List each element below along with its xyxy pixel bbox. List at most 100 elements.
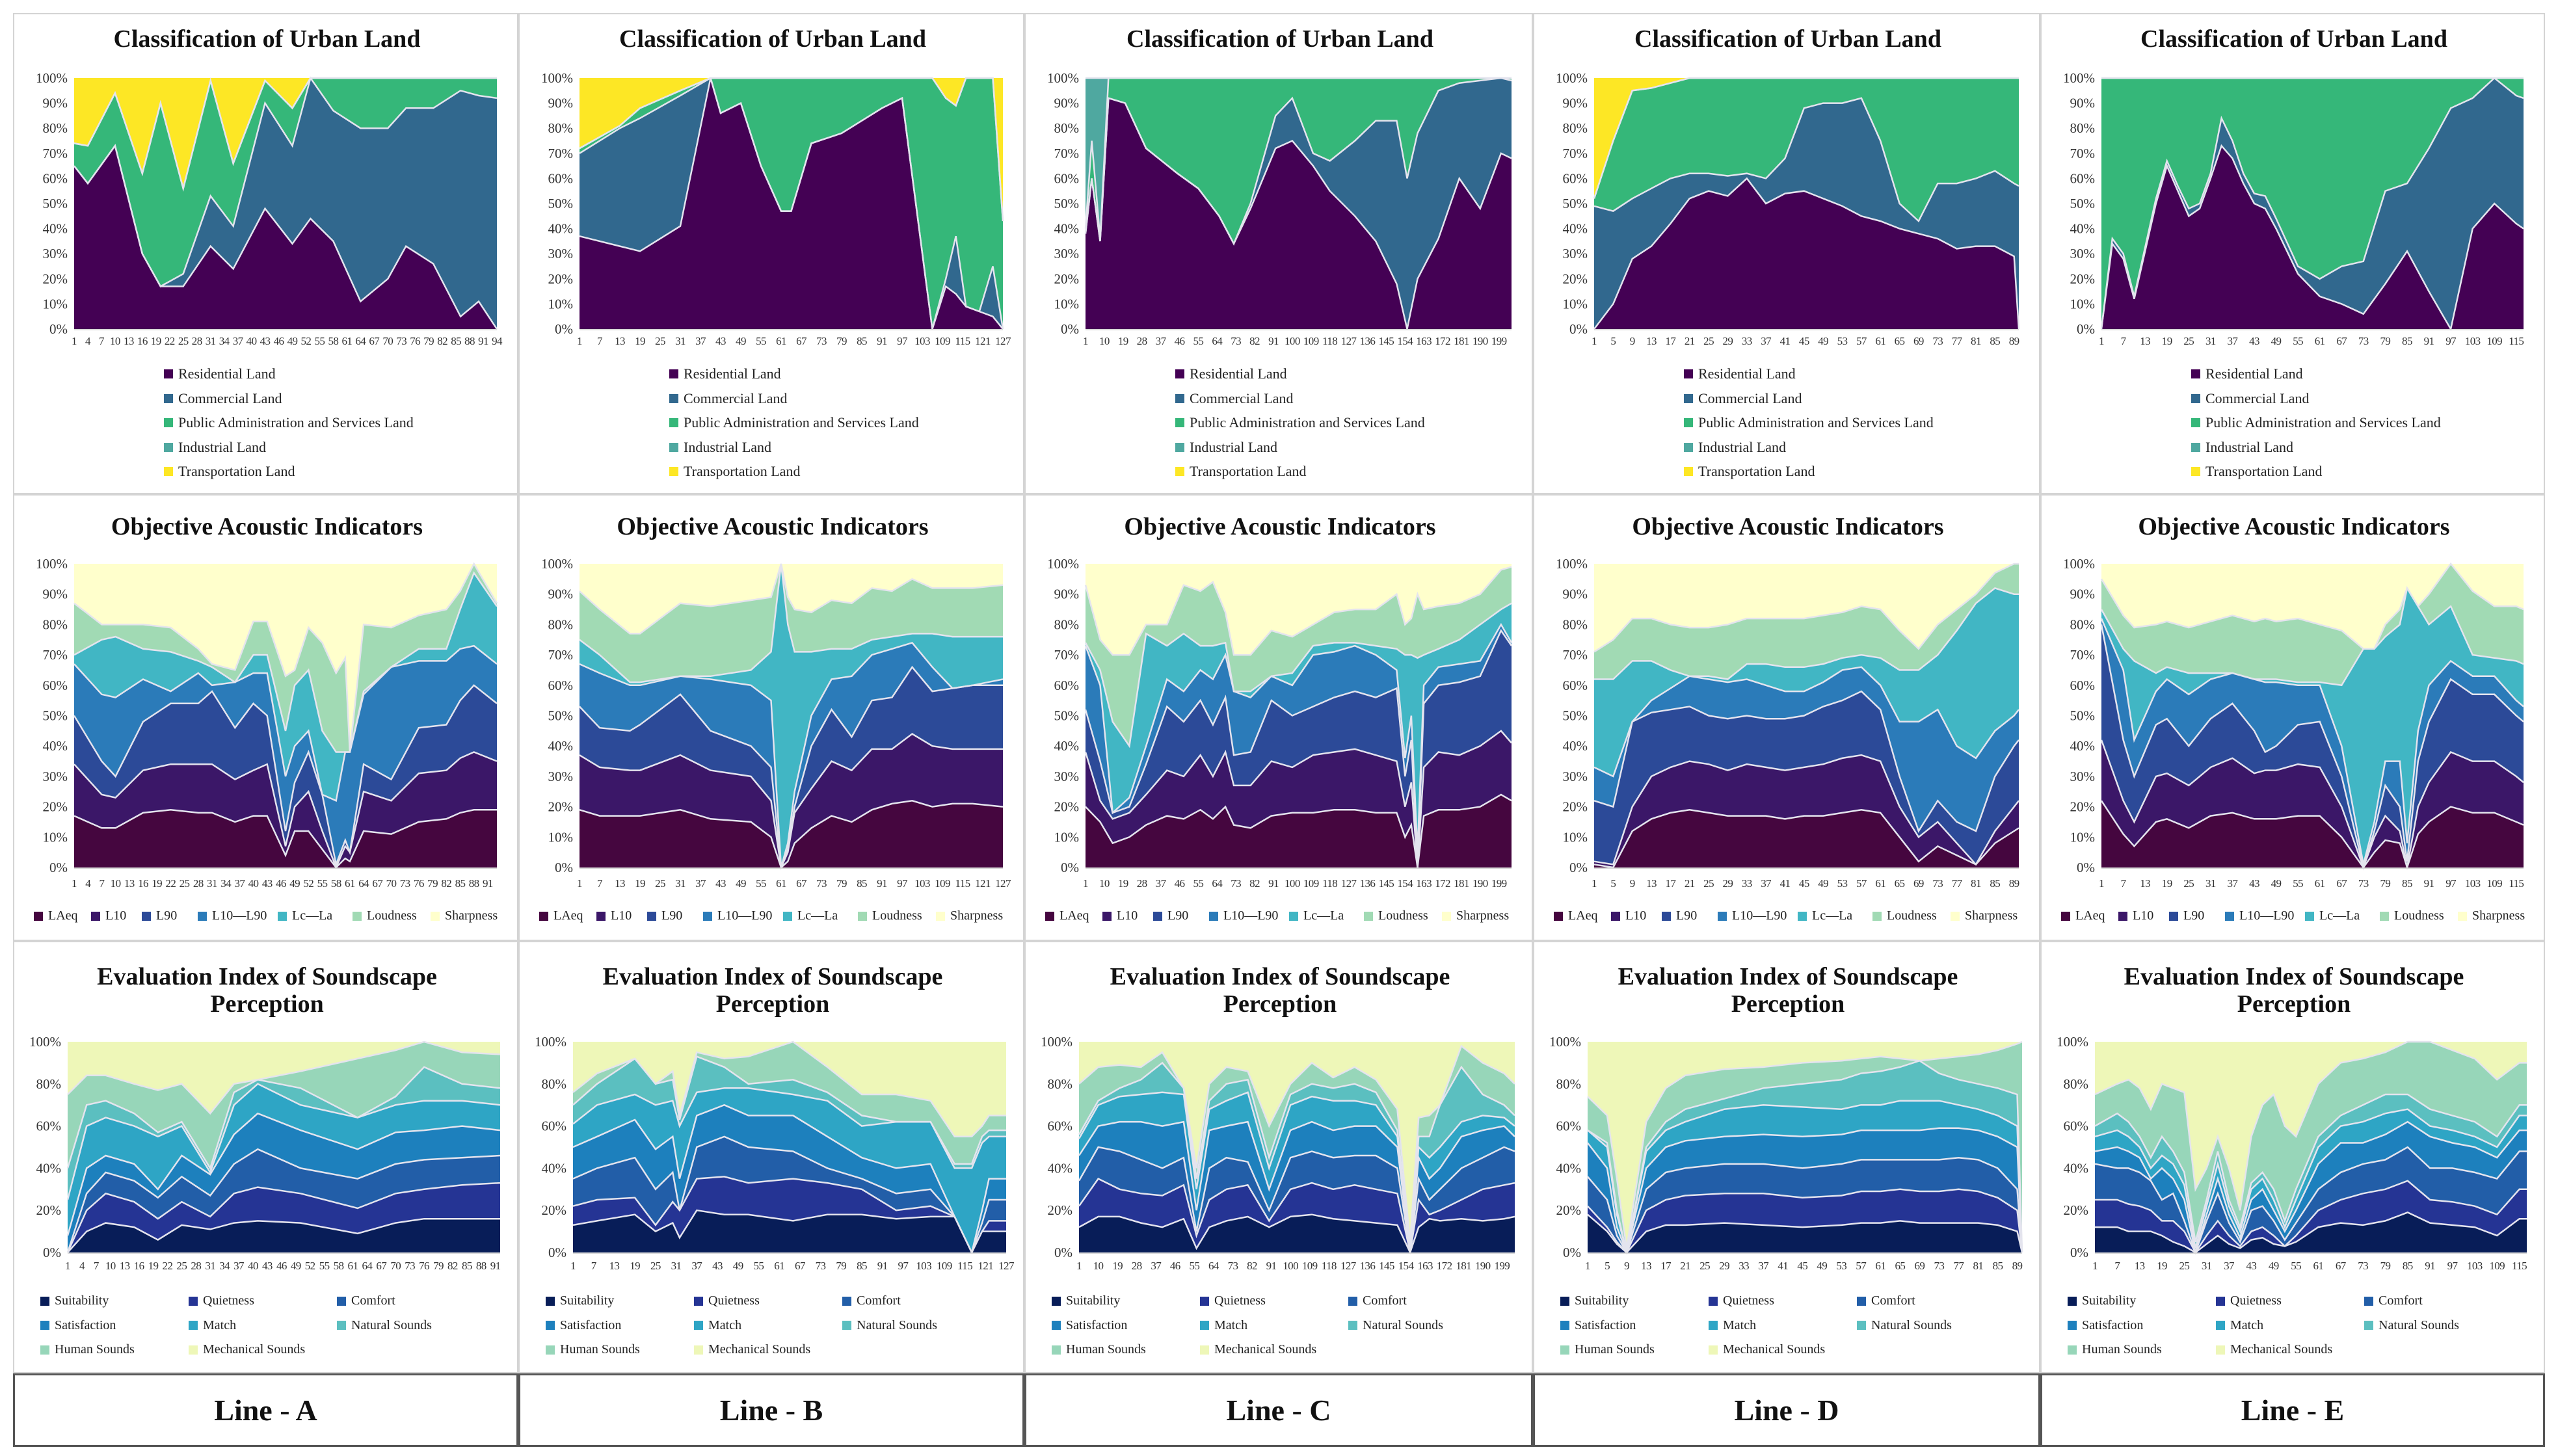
x-tick-label: 67 [2336, 1260, 2347, 1272]
legend-swatch [2216, 1321, 2225, 1330]
chart-title: Objective Acoustic Indicators [617, 513, 928, 540]
x-tick-label: 109 [935, 877, 950, 890]
legend-item-comfort: Comfort [1857, 1293, 1915, 1308]
x-tick-label: 19 [1112, 1260, 1123, 1272]
legend-swatch [703, 911, 712, 921]
x-tick-label: 1 [1083, 877, 1088, 890]
legend-swatch [936, 911, 945, 921]
legend-item-mechanical-sounds: Mechanical Sounds [694, 1342, 810, 1357]
x-tick-label: 49 [733, 1260, 743, 1272]
y-tick-label: 50% [548, 196, 574, 211]
y-tick-label: 40% [1563, 738, 1588, 754]
x-tick-label: 1 [65, 1260, 70, 1272]
legend-item-laeq: LAeq [539, 908, 583, 923]
area-l90 [1086, 630, 1512, 867]
x-tick-label: 121 [975, 877, 991, 890]
legend-label: Public Administration and Services Land [1698, 414, 1934, 431]
legend-item-commercial-land: Commercial Land [164, 390, 282, 407]
x-tick-label: 37 [1761, 877, 1772, 890]
boundary-line-l10-l90 [1084, 622, 1513, 853]
x-tick-label: 199 [1491, 877, 1507, 890]
y-tick-label: 30% [548, 246, 574, 261]
y-tick-label: 0% [2077, 860, 2095, 875]
area-suitability [573, 1210, 1006, 1252]
legend-item-l90: L90 [2169, 908, 2204, 923]
x-tick-label: 1 [570, 1260, 576, 1272]
boundary-line-laeq [579, 800, 1004, 869]
legend-swatch [669, 442, 678, 452]
legend-label: Commercial Land [178, 390, 282, 406]
area-l10 [580, 734, 1003, 867]
boundary-line-human-sounds [1078, 1044, 1515, 1242]
x-tick-label: 19 [630, 1260, 640, 1272]
y-tick-label: 90% [1563, 96, 1588, 111]
legend-swatch [1348, 1296, 1357, 1306]
legend-label: Suitability [1066, 1293, 1121, 1308]
x-tick-label: 121 [975, 335, 991, 347]
x-tick-label: 57 [1856, 877, 1867, 890]
boundary-line-l10 [1593, 754, 2019, 866]
y-tick-label: 60% [1054, 170, 1080, 186]
x-tick-label: 70 [390, 1260, 401, 1272]
x-tick-label: 4 [79, 1260, 85, 1272]
legend-swatch [40, 1296, 49, 1306]
legend-swatch [1709, 1345, 1718, 1355]
x-tick-label: 13 [2140, 335, 2150, 347]
x-tick-label: 10 [1099, 335, 1110, 347]
area-loudness [1594, 564, 2019, 680]
y-tick-label: 40% [1054, 738, 1080, 754]
y-tick-label: 40% [2064, 1160, 2089, 1176]
legend-item-residential-land: Residential Land [2191, 365, 2303, 382]
legend-swatch [1200, 1345, 1209, 1355]
legend-label: Commercial Land [684, 390, 788, 406]
legend-swatch [1857, 1296, 1866, 1306]
legend-label: Public Administration and Services Land [684, 414, 919, 431]
x-tick-label: 97 [2447, 1260, 2458, 1272]
x-tick-label: 46 [1175, 877, 1185, 890]
area-match [68, 1083, 500, 1236]
legend-label: L10 [2133, 908, 2154, 923]
legend-swatch [546, 1296, 555, 1306]
y-tick-label: 60% [43, 170, 68, 186]
x-tick-label: 64 [1212, 335, 1223, 347]
x-tick-label: 46 [276, 1260, 287, 1272]
plot-areas [73, 562, 498, 870]
y-tick-label: 40% [548, 221, 574, 237]
y-tick-label: 20% [1556, 1202, 1582, 1218]
x-tick-label: 73 [2358, 335, 2369, 347]
x-tick-label: 85 [2402, 335, 2412, 347]
chart-title: Objective Acoustic Indicators [1124, 513, 1435, 540]
legend-label: Match [1723, 1317, 1757, 1332]
legend-item-satisfaction: Satisfaction [546, 1318, 621, 1333]
area-quietness [2095, 1180, 2527, 1252]
boundary-line-quietness [2095, 1180, 2527, 1254]
legend-item-lc-la: Lc—La [278, 908, 332, 923]
boundary-line-satisfaction [2094, 1120, 2527, 1253]
y-tick-label: 0% [1569, 860, 1588, 875]
legend-label: Satisfaction [2082, 1317, 2144, 1332]
legend-label: Loudness [872, 908, 922, 923]
y-tick-label: 50% [1563, 196, 1588, 211]
x-tick-label: 19 [635, 335, 645, 347]
x-tick-label: 49 [1818, 335, 1828, 347]
legend-swatch [1560, 1296, 1569, 1306]
area-suitability [1588, 1214, 2022, 1252]
legend-item-loudness: Loudness [353, 908, 417, 923]
y-tick-label: 40% [548, 738, 574, 754]
x-tick-label: 190 [1472, 877, 1488, 890]
legend-item-mechanical-sounds: Mechanical Sounds [189, 1342, 305, 1357]
legend-swatch [546, 1345, 555, 1355]
x-tick-label: 19 [2162, 877, 2172, 890]
soundscape-stacked-area-chart: Evaluation Index of SoundscapePerception… [1041, 963, 1515, 1272]
legend-label: Sharpness [445, 908, 498, 923]
plot-areas [1084, 564, 1513, 868]
x-tick-label: 77 [1954, 1260, 1965, 1272]
x-tick-label: 82 [437, 335, 447, 347]
x-tick-label: 67 [2336, 877, 2347, 890]
y-tick-label: 80% [1563, 120, 1588, 136]
x-tick-label: 82 [1249, 335, 1260, 347]
area-public-administration-and-services-land [2101, 78, 2524, 329]
area-l90 [1594, 691, 2019, 865]
area-mechanical-sounds [573, 1042, 1006, 1137]
chart-title: Objective Acoustic Indicators [1632, 513, 1943, 540]
